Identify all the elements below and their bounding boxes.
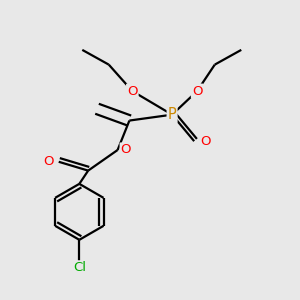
Text: O: O [192, 85, 202, 98]
Text: O: O [200, 135, 211, 148]
Text: Cl: Cl [73, 261, 86, 274]
Text: O: O [127, 85, 138, 98]
Text: O: O [43, 155, 54, 168]
Text: O: O [121, 143, 131, 157]
Text: P: P [168, 107, 176, 122]
